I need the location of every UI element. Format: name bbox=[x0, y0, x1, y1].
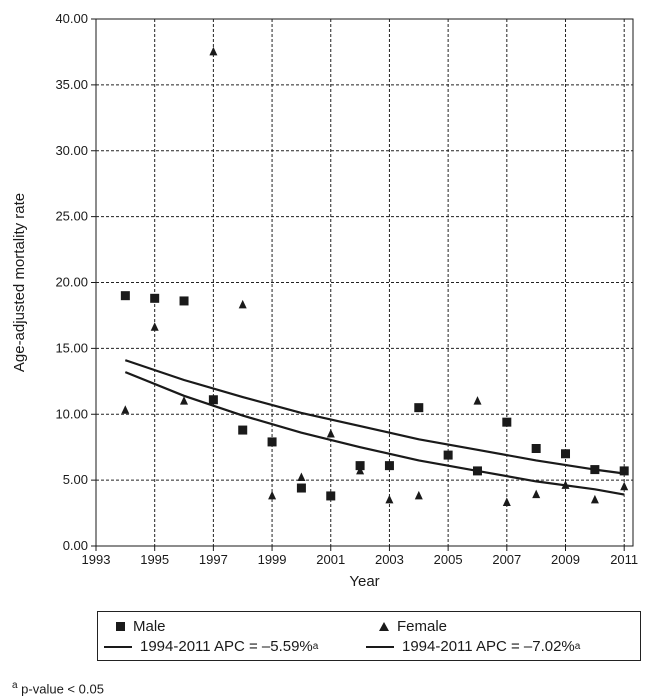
female-data-point bbox=[356, 465, 365, 475]
legend: Male Female 1994-2011 APC = –5.59% a 1994… bbox=[97, 611, 641, 661]
x-tick-label: 2005 bbox=[434, 552, 463, 567]
female-data-point bbox=[444, 450, 453, 459]
male-data-point bbox=[267, 437, 277, 447]
legend-male-label: Male bbox=[133, 618, 166, 635]
male-data-point bbox=[531, 444, 541, 454]
female-data-point bbox=[532, 489, 541, 499]
x-tick-label: 2003 bbox=[375, 552, 404, 567]
male-data-point bbox=[296, 483, 306, 493]
legend-female-trend: 1994-2011 APC = –7.02% a bbox=[366, 638, 580, 655]
footnote: a p-value < 0.05 bbox=[12, 680, 104, 696]
male-data-point bbox=[502, 417, 512, 427]
female-data-point bbox=[473, 396, 482, 405]
female-data-point bbox=[620, 481, 629, 491]
female-data-point bbox=[414, 490, 423, 500]
male-data-point bbox=[619, 466, 629, 476]
male-data-point bbox=[384, 461, 394, 471]
axis-ticks: 0.00 5.00 10.00 15.00 20.00 25.00 30.00 35.00 40… bbox=[55, 11, 638, 567]
y-tick-label: 30.00 bbox=[55, 143, 88, 158]
mortality-chart: 0.00 5.00 10.00 15.00 20.00 25.00 30.00 35.00 40… bbox=[11, 11, 638, 590]
y-tick-label: 25.00 bbox=[55, 209, 88, 224]
y-axis-label: Age-adjusted mortality rate bbox=[11, 193, 28, 372]
y-tick-label: 35.00 bbox=[55, 77, 88, 92]
legend-male: Male bbox=[116, 618, 166, 635]
y-tick-label: 15.00 bbox=[55, 340, 88, 355]
male-data-point bbox=[590, 465, 600, 475]
x-tick-label: 2001 bbox=[316, 552, 345, 567]
female-data-point bbox=[121, 405, 130, 414]
legend-male-trend-superscript: a bbox=[312, 641, 319, 652]
x-tick-label: 1997 bbox=[199, 552, 228, 567]
y-tick-label: 10.00 bbox=[55, 406, 88, 421]
male-data-point bbox=[355, 461, 365, 471]
male-data-point bbox=[561, 449, 571, 459]
triangle-marker-icon bbox=[379, 622, 389, 631]
x-tick-label: 1995 bbox=[140, 552, 169, 567]
male-data-point bbox=[150, 293, 160, 303]
y-tick-label: 0.00 bbox=[63, 538, 88, 553]
grid-lines bbox=[96, 19, 633, 546]
male-data-point bbox=[414, 403, 424, 413]
x-tick-label: 2011 bbox=[610, 552, 638, 567]
female-data-point bbox=[502, 497, 511, 506]
line-marker-icon bbox=[104, 645, 132, 648]
y-tick-label: 20.00 bbox=[55, 275, 88, 290]
female-data-point bbox=[209, 46, 218, 56]
legend-female-label: Female bbox=[397, 618, 448, 635]
male-data-point bbox=[179, 296, 189, 306]
legend-female: Female bbox=[379, 618, 447, 635]
x-tick-label: 2007 bbox=[492, 552, 521, 567]
male-data-point bbox=[472, 466, 482, 476]
female-data-point bbox=[268, 490, 277, 500]
trend-lines bbox=[124, 359, 625, 496]
female-data-point bbox=[326, 429, 335, 438]
data-points bbox=[120, 46, 629, 506]
legend-female-trend-label: 1994-2011 APC = –7.02% bbox=[402, 638, 575, 655]
female-data-point bbox=[385, 494, 394, 504]
x-axis-label: Year bbox=[349, 573, 379, 590]
male-trend-line bbox=[124, 359, 625, 475]
male-data-point bbox=[326, 491, 336, 501]
female-data-point bbox=[590, 494, 599, 504]
female-data-point bbox=[297, 472, 306, 481]
x-tick-label: 2009 bbox=[551, 552, 580, 567]
x-tick-label: 1993 bbox=[82, 552, 111, 567]
female-trend-line bbox=[124, 371, 625, 496]
male-data-point bbox=[208, 395, 218, 405]
legend-male-trend: 1994-2011 APC = –5.59% a bbox=[104, 638, 318, 655]
y-tick-label: 5.00 bbox=[63, 472, 88, 487]
line-marker-icon bbox=[366, 645, 394, 648]
y-tick-label: 40.00 bbox=[55, 11, 88, 26]
female-data-point bbox=[561, 480, 570, 489]
male-data-point bbox=[120, 291, 130, 301]
footnote-text: p-value < 0.05 bbox=[17, 681, 104, 697]
male-data-point bbox=[238, 425, 248, 435]
female-data-point bbox=[150, 322, 159, 331]
footnote-marker: a bbox=[12, 680, 18, 691]
square-marker-icon bbox=[116, 622, 125, 631]
legend-male-trend-label: 1994-2011 APC = –5.59% bbox=[140, 638, 313, 655]
x-tick-label: 1999 bbox=[258, 552, 287, 567]
legend-female-trend-superscript: a bbox=[574, 641, 581, 652]
female-data-point bbox=[238, 299, 247, 309]
female-data-point bbox=[180, 396, 188, 405]
